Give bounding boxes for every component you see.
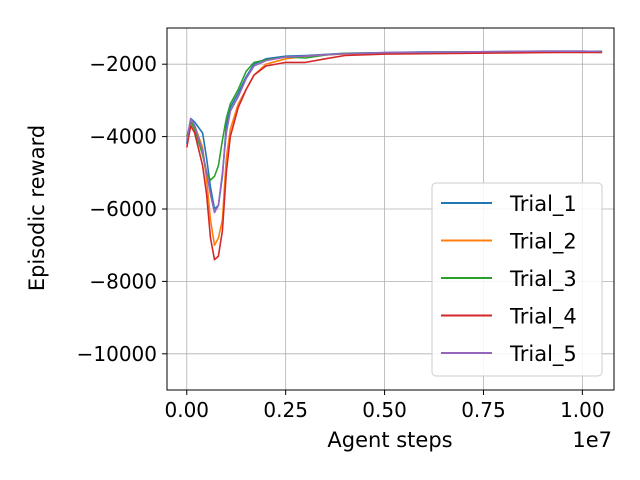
y-tick-label: −2000 xyxy=(89,52,157,76)
x-tick-label: 0.50 xyxy=(362,398,407,422)
legend-label: Trial_5 xyxy=(509,342,577,367)
series-line-trial-4 xyxy=(186,51,603,261)
x-tick-label: 1.00 xyxy=(560,398,605,422)
x-axis-label: Agent steps xyxy=(327,428,452,452)
y-tick-label: −4000 xyxy=(89,125,157,149)
x-tick-label: 0.75 xyxy=(461,398,506,422)
x-offset-label: 1e7 xyxy=(572,428,612,452)
legend-label: Trial_3 xyxy=(509,267,577,292)
y-tick-label: −10000 xyxy=(77,342,157,366)
legend-label: Trial_2 xyxy=(509,230,577,255)
legend-label: Trial_4 xyxy=(509,305,577,330)
y-axis-label: Episodic reward xyxy=(25,125,49,291)
legend-label: Trial_1 xyxy=(509,192,577,217)
series-line-trial-3 xyxy=(186,50,603,181)
legend: Trial_1 Trial_2 Trial_3 Trial_4 Trial_5 xyxy=(431,182,603,377)
series-lines xyxy=(186,50,603,261)
series-line-trial-5 xyxy=(186,50,603,214)
y-tick-label: −6000 xyxy=(89,197,157,221)
legend-box xyxy=(431,182,603,377)
x-tick-label: 0.00 xyxy=(165,398,210,422)
x-tick-label: 0.25 xyxy=(263,398,308,422)
y-axis-ticks: −10000 −8000 −6000 −4000 −2000 xyxy=(77,52,167,366)
x-axis-ticks: 0.00 0.25 0.50 0.75 1.00 xyxy=(165,390,605,422)
y-tick-label: −8000 xyxy=(89,269,157,293)
